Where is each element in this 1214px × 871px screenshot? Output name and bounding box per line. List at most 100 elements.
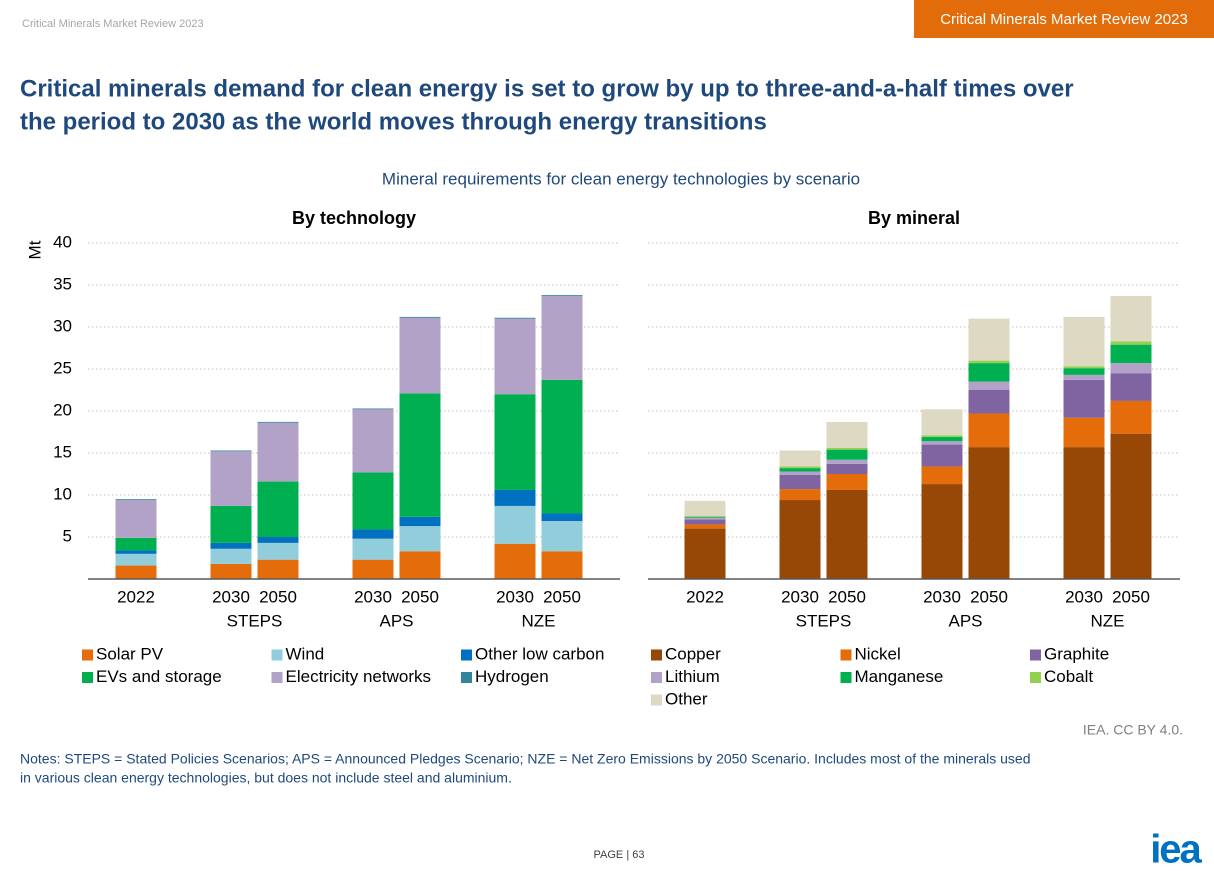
legend-label: Cobalt bbox=[1044, 667, 1093, 686]
bar-segment bbox=[684, 528, 726, 579]
bar-segment bbox=[115, 550, 157, 554]
bar-segment bbox=[210, 450, 252, 452]
bar-segment bbox=[1063, 368, 1105, 375]
x-tick-label: 2050 bbox=[259, 587, 297, 606]
bar-segment bbox=[779, 468, 821, 472]
bar-segment bbox=[352, 559, 394, 579]
legend-swatch bbox=[461, 649, 472, 661]
y-tick-label: 20 bbox=[53, 400, 72, 419]
bar-segment bbox=[684, 517, 726, 520]
bar-segment bbox=[779, 474, 821, 490]
x-tick-label: 2050 bbox=[828, 587, 866, 606]
bar-segment bbox=[1063, 417, 1105, 448]
x-tick-label: 2050 bbox=[543, 587, 581, 606]
x-tick-label: 2030 bbox=[1065, 587, 1103, 606]
chart-title: By technology bbox=[292, 208, 416, 228]
legend-swatch bbox=[82, 649, 93, 661]
bar-segment bbox=[968, 447, 1010, 579]
badge-box bbox=[914, 0, 1214, 38]
legend-swatch bbox=[651, 672, 662, 683]
header: Critical Minerals Market Review 2023 bbox=[22, 18, 204, 30]
group-label: STEPS bbox=[796, 611, 852, 630]
bar-segment bbox=[684, 516, 726, 518]
bar-segment bbox=[1110, 363, 1152, 374]
bar-segment bbox=[826, 459, 868, 464]
x-tick-label: 2050 bbox=[970, 587, 1008, 606]
group-label: NZE bbox=[1091, 611, 1125, 630]
y-tick-label: 15 bbox=[53, 442, 72, 461]
legend-label: Nickel bbox=[855, 644, 901, 663]
legend-label: Electricity networks bbox=[286, 667, 431, 686]
bar-segment bbox=[826, 463, 868, 474]
bar-segment bbox=[684, 519, 726, 525]
bar-segment bbox=[494, 543, 536, 579]
bar-segment bbox=[1110, 373, 1152, 401]
bar-segment bbox=[968, 318, 1010, 361]
bar-segment bbox=[779, 489, 821, 501]
bar-segment bbox=[352, 409, 394, 473]
bar-segment bbox=[494, 505, 536, 544]
page-number: PAGE | 63 bbox=[594, 849, 645, 861]
bar-segment bbox=[494, 489, 536, 506]
legend-label: Lithium bbox=[665, 667, 720, 686]
bar-segment bbox=[826, 474, 868, 490]
bar-segment bbox=[968, 381, 1010, 390]
bar-segment bbox=[1110, 433, 1152, 579]
bar-segment bbox=[1110, 400, 1152, 434]
bar-segment bbox=[257, 537, 299, 543]
legend-label: Wind bbox=[286, 644, 325, 663]
bar-segment bbox=[399, 317, 441, 394]
bar-segment bbox=[494, 317, 536, 319]
legend-swatch bbox=[840, 649, 852, 661]
bar-segment bbox=[257, 422, 299, 482]
title-line: Critical minerals demand for clean energ… bbox=[20, 75, 1074, 102]
legend-swatch bbox=[651, 649, 662, 661]
x-tick-label: 2022 bbox=[117, 587, 155, 606]
bar-segment bbox=[115, 537, 157, 551]
bar-segment bbox=[1063, 316, 1105, 367]
legend-swatch bbox=[651, 694, 662, 706]
bar-segment bbox=[779, 450, 821, 467]
legend-label: Other bbox=[665, 689, 708, 708]
bar-segment bbox=[968, 360, 1010, 364]
legend-label: Hydrogen bbox=[475, 667, 549, 686]
legend-swatch bbox=[271, 649, 283, 661]
legend-swatch bbox=[1030, 672, 1041, 683]
bar-segment bbox=[921, 444, 963, 467]
legend-label: Graphite bbox=[1044, 644, 1109, 663]
legend-label: EVs and storage bbox=[96, 667, 222, 686]
title-line: the period to 2030 as the world moves th… bbox=[20, 108, 767, 135]
group-label: STEPS bbox=[227, 611, 283, 630]
subtitle: Mineral requirements for clean energy te… bbox=[382, 169, 860, 188]
bar-segment bbox=[494, 394, 536, 490]
bar-segment bbox=[352, 408, 394, 410]
y-tick-label: 35 bbox=[53, 274, 72, 293]
bar-segment bbox=[257, 481, 299, 537]
logo: iea bbox=[1150, 828, 1202, 871]
x-tick-label: 2022 bbox=[686, 587, 724, 606]
bar-segment bbox=[210, 542, 252, 549]
legend-swatch bbox=[82, 672, 93, 683]
bar-segment bbox=[210, 563, 252, 579]
bar-segment bbox=[399, 516, 441, 527]
bar-segment bbox=[1110, 295, 1152, 342]
bar-segment bbox=[826, 421, 868, 448]
bar-segment bbox=[921, 466, 963, 485]
bar-segment bbox=[684, 500, 726, 516]
badge: Critical Minerals Market Review 2023 bbox=[940, 11, 1188, 28]
group-label: NZE bbox=[522, 611, 556, 630]
x-tick-label: 2030 bbox=[923, 587, 961, 606]
bar-segment bbox=[541, 379, 583, 514]
legend-swatch bbox=[840, 672, 852, 683]
legend-swatch bbox=[461, 672, 472, 683]
bar-segment bbox=[1063, 374, 1105, 380]
bar-segment bbox=[826, 489, 868, 579]
legend-label: Other low carbon bbox=[475, 644, 604, 663]
x-tick-label: 2030 bbox=[781, 587, 819, 606]
bar-segment bbox=[684, 516, 726, 517]
bar-segment bbox=[115, 565, 157, 579]
x-tick-label: 2050 bbox=[1112, 587, 1150, 606]
y-tick-label: 40 bbox=[53, 232, 72, 251]
bar-segment bbox=[1063, 366, 1105, 369]
